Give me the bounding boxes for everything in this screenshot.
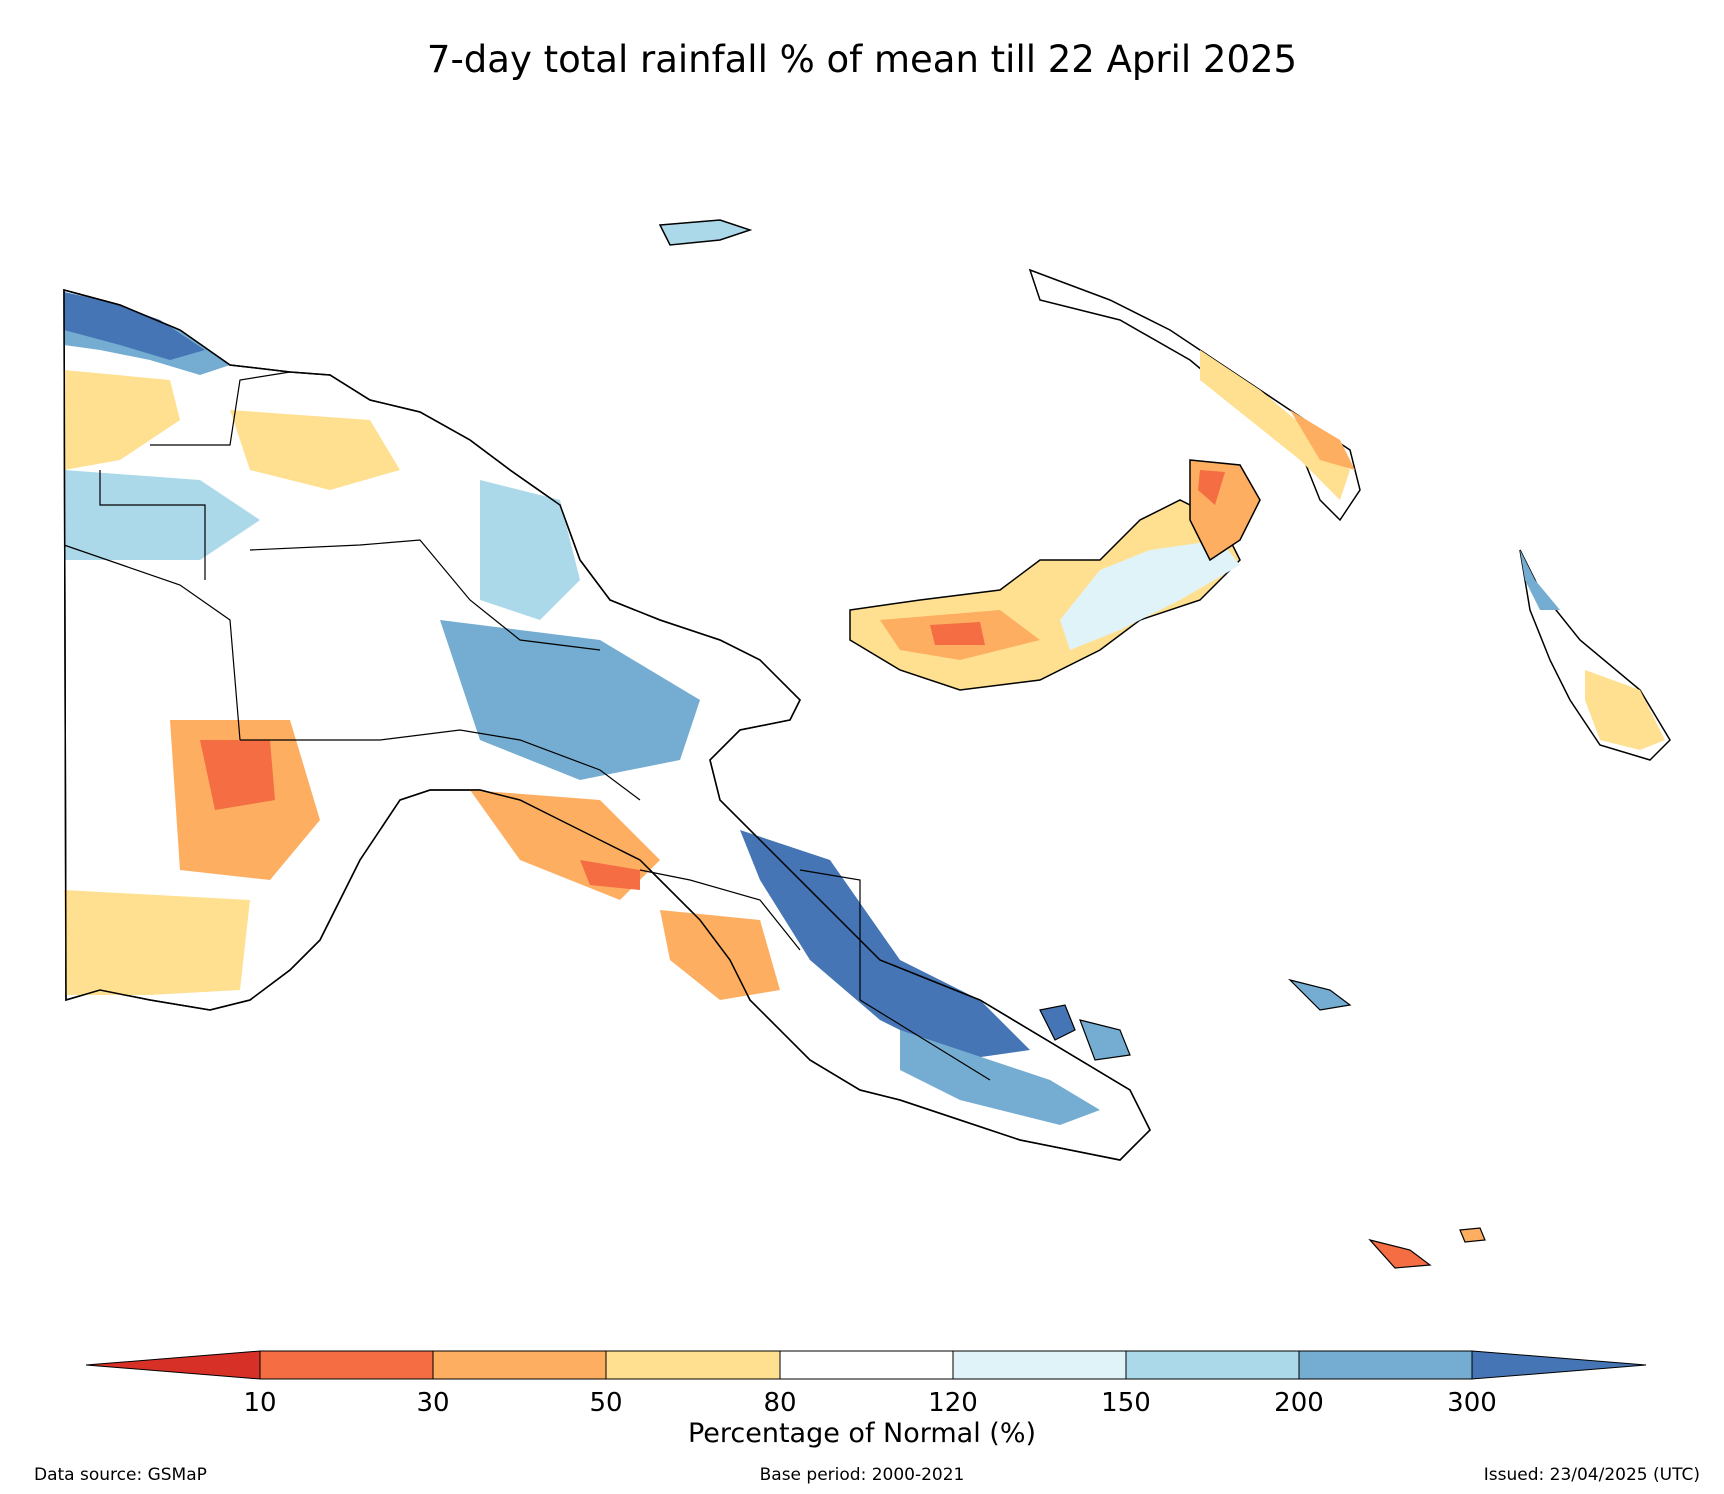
blob-blue-se (900, 1030, 1100, 1125)
colorbar-tick-50: 50 (589, 1388, 623, 1418)
colorbar-bin-10-30 (259, 1350, 434, 1380)
blob-red-sw (200, 740, 275, 810)
colorbar-tick-80: 80 (763, 1388, 797, 1418)
manus-island (658, 219, 753, 246)
base-period-note: Base period: 2000-2021 (759, 1465, 965, 1485)
blob-darkblue-nw (64, 292, 205, 360)
colorbar-bin-200-300 (1298, 1350, 1473, 1380)
colorbar-tick-10: 10 (243, 1388, 277, 1418)
colorbar-bin-150-200 (1125, 1350, 1300, 1380)
issued-date-note: Issued: 23/04/2025 (UTC) (1483, 1465, 1700, 1485)
blob-darkblue-e (740, 830, 1030, 1060)
new-britain-east-blue (1060, 540, 1240, 650)
colorbar-title: Percentage of Normal (%) (687, 1418, 1037, 1449)
colorbar-bin-120-150 (952, 1350, 1127, 1380)
data-source-note: Data source: GSMaP (34, 1465, 207, 1485)
new-ireland-outline (1028, 268, 1361, 522)
blob-yellow-n (230, 410, 400, 490)
new-britain (849, 459, 1261, 691)
blob-lightblue-c (480, 480, 580, 620)
colorbar-tick-120: 120 (928, 1388, 978, 1418)
colorbar-extend-low (85, 1350, 261, 1380)
louisiade-islands (1368, 1227, 1486, 1269)
colorbar-tick-150: 150 (1101, 1388, 1151, 1418)
map-title: 7-day total rainfall % of mean till 22 A… (426, 38, 1298, 81)
colorbar-bin-50-80 (605, 1350, 781, 1380)
mainland-border (63, 289, 1151, 1161)
blob-red-s (580, 860, 640, 890)
colorbar-bin-80-120 (779, 1350, 954, 1380)
new-ireland (1028, 268, 1361, 522)
blob-yellow-sw (64, 890, 250, 995)
colorbar-bin-30-50 (432, 1350, 607, 1380)
blob-orange-se (660, 910, 780, 1000)
blob-lightblue-w (64, 470, 260, 560)
colorbar (85, 1350, 1647, 1380)
blob-yellow-w (64, 370, 180, 470)
d-entrecasteaux-islands (1039, 978, 1352, 1061)
png-mainland (63, 289, 1151, 1161)
blob-blue-c (440, 620, 700, 780)
new-britain-red (930, 622, 985, 645)
colorbar-extend-high (1471, 1350, 1647, 1380)
bougainville (1519, 549, 1671, 761)
colorbar-tick-30: 30 (416, 1388, 450, 1418)
colorbar-tick-200: 200 (1274, 1388, 1324, 1418)
colorbar-tick-300: 300 (1447, 1388, 1497, 1418)
province-boundaries (63, 371, 991, 1081)
